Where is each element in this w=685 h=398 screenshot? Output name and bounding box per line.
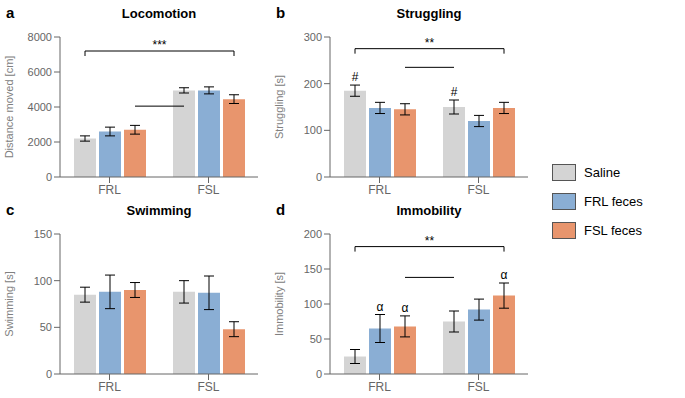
svg-text:α: α: [377, 300, 384, 314]
svg-text:α: α: [402, 301, 409, 315]
html-text:FSL feces: FSL feces: [584, 222, 642, 238]
html-text:Saline: Saline: [584, 164, 621, 180]
svg-text:Distance moved [cm]: Distance moved [cm]: [8, 56, 15, 159]
svg-text:100: 100: [34, 275, 52, 287]
svg-text:0: 0: [46, 171, 52, 183]
svg-text:50: 50: [310, 333, 322, 345]
svg-text:150: 150: [304, 263, 322, 275]
svg-text:**: **: [425, 234, 435, 248]
svg-text:50: 50: [40, 321, 52, 333]
svg-text:200: 200: [304, 78, 322, 90]
svg-text:FRL: FRL: [368, 183, 391, 197]
svg-text:FSL: FSL: [467, 380, 489, 394]
svg-text:α: α: [501, 268, 508, 282]
html-text:c: c: [6, 201, 15, 218]
svg-text:Struggling [s]: Struggling [s]: [274, 75, 285, 139]
svg-text:100: 100: [304, 298, 322, 310]
svg-text:FRL: FRL: [98, 380, 121, 394]
svg-text:4000: 4000: [28, 101, 52, 113]
svg-text:0: 0: [46, 368, 52, 380]
html-text:a: a: [6, 4, 15, 21]
svg-text:150: 150: [34, 228, 52, 240]
svg-text:FRL: FRL: [368, 380, 391, 394]
svg-text:Swimming [s]: Swimming [s]: [8, 271, 15, 336]
html-text:Immobility: Immobility: [396, 203, 462, 218]
html-text:b: b: [276, 4, 286, 21]
html-text:Swimming: Swimming: [126, 203, 192, 218]
svg-text:**: **: [425, 36, 435, 50]
html-text:d: d: [276, 201, 286, 218]
svg-text:0: 0: [316, 368, 322, 380]
svg-text:Immobility [s]: Immobility [s]: [274, 272, 285, 336]
svg-text:200: 200: [304, 228, 322, 240]
svg-text:8000: 8000: [28, 31, 52, 43]
svg-text:300: 300: [304, 31, 322, 43]
svg-text:FSL: FSL: [467, 183, 489, 197]
svg-text:FRL: FRL: [98, 183, 121, 197]
svg-text:#: #: [352, 70, 359, 84]
svg-text:FSL: FSL: [197, 183, 219, 197]
html-text:Struggling: Struggling: [396, 6, 462, 21]
html-text:FRL feces: FRL feces: [584, 193, 643, 209]
svg-text:#: #: [451, 85, 458, 99]
svg-text:100: 100: [304, 124, 322, 136]
svg-text:0: 0: [316, 171, 322, 183]
svg-text:2000: 2000: [28, 136, 52, 148]
svg-text:FSL: FSL: [197, 380, 219, 394]
svg-text:6000: 6000: [28, 66, 52, 78]
html-text:Locomotion: Locomotion: [121, 6, 197, 21]
svg-text:***: ***: [152, 38, 166, 52]
